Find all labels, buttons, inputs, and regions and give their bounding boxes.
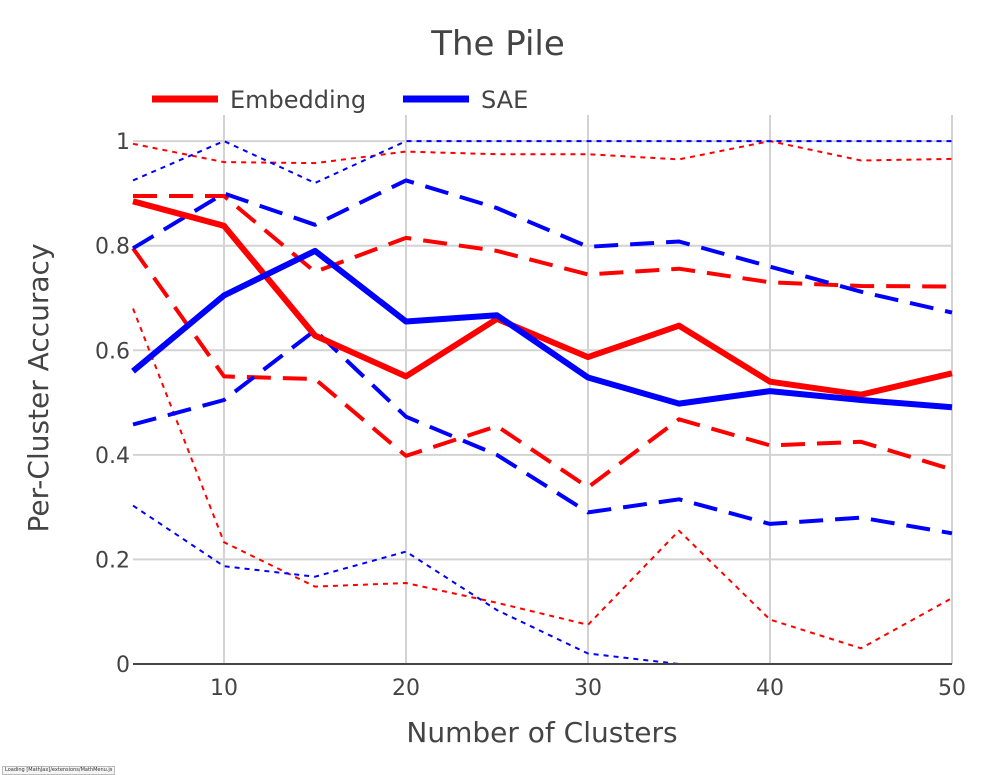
series-line-embedding-max[interactable] xyxy=(132,140,953,165)
y-tick-label-3: 0.6 xyxy=(95,339,130,364)
series-layer xyxy=(131,140,953,665)
y-tick-label-5: 1 xyxy=(116,130,130,155)
x-tick-label-30: 30 xyxy=(574,676,602,701)
grid xyxy=(133,115,953,664)
x-tick-label-10: 10 xyxy=(210,676,238,701)
y-tick-label-4: 0.8 xyxy=(95,235,130,260)
series-line-sae-lower[interactable] xyxy=(132,328,953,536)
chart-title: The Pile xyxy=(430,24,565,64)
series-line-sae-upper[interactable] xyxy=(131,178,953,315)
series-line-embedding-upper[interactable] xyxy=(133,194,953,289)
x-axis-label: Number of Clusters xyxy=(406,716,677,749)
x-tick-label-50: 50 xyxy=(938,676,966,701)
legend[interactable]: Embedding SAE xyxy=(152,86,528,114)
y-tick-label-2: 0.4 xyxy=(95,444,130,469)
status-message: Loading [MathJax]/extensions/MathMenu.js xyxy=(2,766,116,775)
x-tick-label-20: 20 xyxy=(392,676,420,701)
series-line-sae-min[interactable] xyxy=(132,504,952,665)
legend-label-embedding: Embedding xyxy=(230,86,366,114)
series-line-embedding-min[interactable] xyxy=(132,308,953,650)
series-line-embedding[interactable] xyxy=(132,198,953,398)
legend-label-sae: SAE xyxy=(481,86,528,114)
y-tick-label-0: 0 xyxy=(116,653,130,678)
series-line-sae[interactable] xyxy=(131,247,953,411)
series-line-embedding-lower[interactable] xyxy=(131,247,953,490)
y-axis-label: Per-Cluster Accuracy xyxy=(22,243,55,532)
tick-labels: 10 20 30 40 50 0 0.2 0.4 0.6 0.8 1 xyxy=(95,130,966,701)
y-tick-label-1: 0.2 xyxy=(95,548,130,573)
x-tick-label-40: 40 xyxy=(756,676,784,701)
